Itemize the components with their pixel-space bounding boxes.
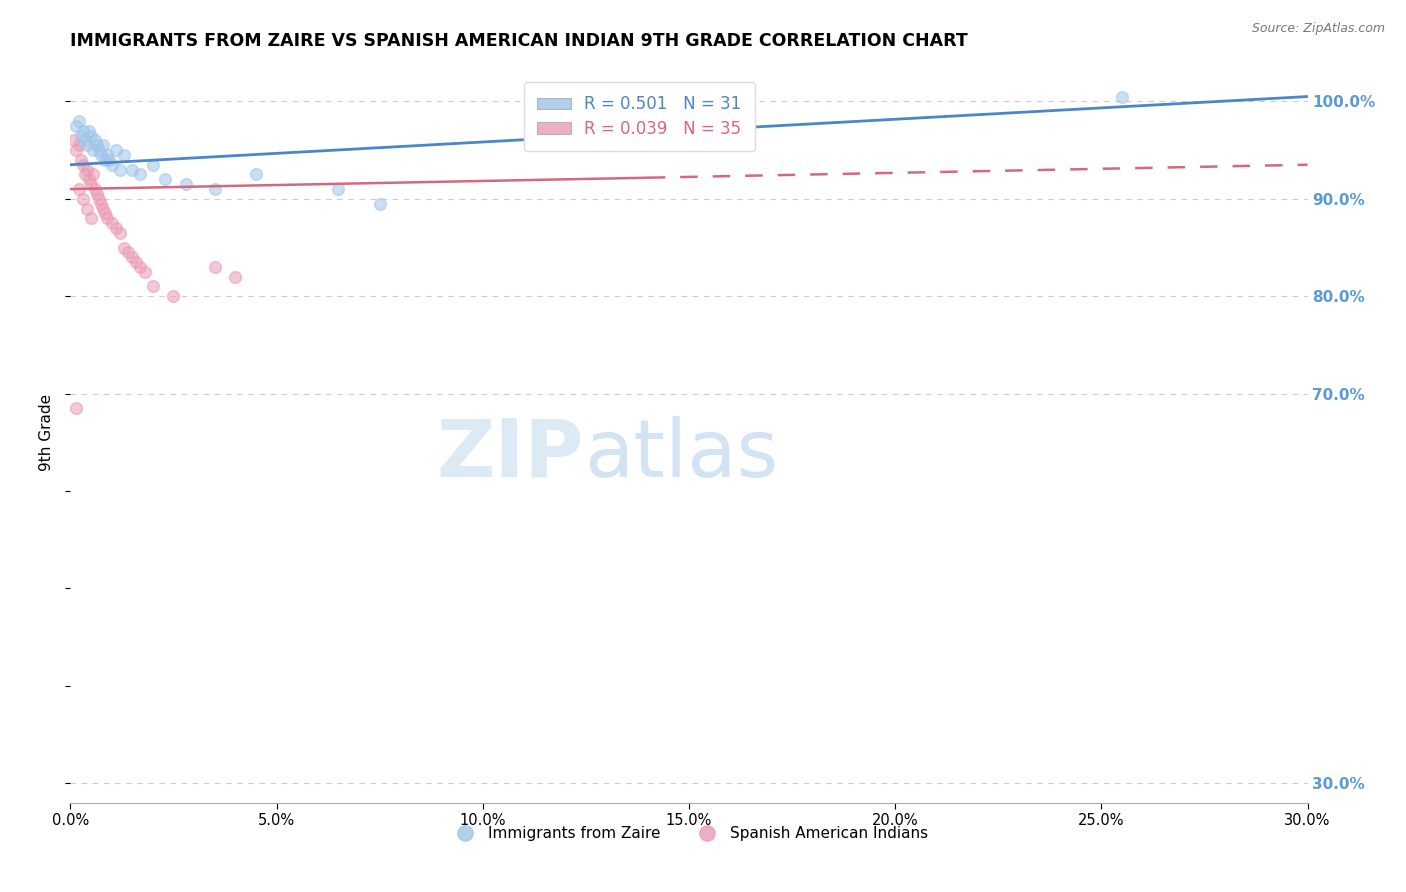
Point — [72, 158, 94, 172]
Legend: Immigrants from Zaire, Spanish American Indians: Immigrants from Zaire, Spanish American … — [444, 820, 934, 847]
Point — [96, 148, 118, 162]
Point — [67, 114, 90, 128]
Point — [77, 172, 100, 186]
Point — [86, 186, 108, 201]
Text: atlas: atlas — [583, 416, 778, 494]
Point — [94, 153, 117, 167]
Point — [129, 168, 152, 182]
Point — [368, 196, 391, 211]
Point — [86, 138, 108, 153]
Text: ZIP: ZIP — [436, 416, 583, 494]
Point — [91, 202, 114, 216]
Point — [1111, 89, 1133, 103]
Point — [65, 143, 87, 157]
Point — [76, 202, 98, 216]
Point — [121, 250, 143, 264]
Point — [80, 178, 103, 192]
Point — [91, 138, 114, 153]
Text: IMMIGRANTS FROM ZAIRE VS SPANISH AMERICAN INDIAN 9TH GRADE CORRELATION CHART: IMMIGRANTS FROM ZAIRE VS SPANISH AMERICA… — [70, 32, 969, 50]
Point — [142, 279, 165, 293]
Point — [89, 143, 111, 157]
Point — [67, 138, 90, 153]
Point — [162, 289, 184, 303]
Point — [142, 158, 165, 172]
Point — [90, 196, 112, 211]
Point — [69, 153, 91, 167]
Point — [121, 162, 143, 177]
Point — [153, 172, 176, 186]
Point — [134, 265, 156, 279]
Point — [89, 192, 111, 206]
Point — [73, 168, 96, 182]
Point — [80, 128, 103, 143]
Point — [80, 211, 103, 226]
Text: Source: ZipAtlas.com: Source: ZipAtlas.com — [1251, 22, 1385, 36]
Point — [63, 133, 86, 147]
Point — [90, 148, 112, 162]
Point — [76, 138, 98, 153]
Point — [204, 260, 226, 274]
Point — [94, 206, 117, 220]
Point — [84, 182, 107, 196]
Point — [65, 119, 87, 133]
Y-axis label: 9th Grade: 9th Grade — [39, 394, 55, 471]
Point — [69, 128, 91, 143]
Point — [245, 168, 267, 182]
Point — [108, 226, 131, 240]
Point — [65, 401, 87, 416]
Point — [72, 123, 94, 137]
Point — [76, 162, 98, 177]
Point — [67, 182, 90, 196]
Point — [104, 221, 127, 235]
Point — [104, 143, 127, 157]
Point — [77, 123, 100, 137]
Point — [72, 192, 94, 206]
Point — [328, 182, 350, 196]
Point — [117, 245, 139, 260]
Point — [204, 182, 226, 196]
Point — [96, 211, 118, 226]
Point — [84, 133, 107, 147]
Point — [108, 162, 131, 177]
Point — [100, 158, 122, 172]
Point — [98, 153, 121, 167]
Point — [112, 148, 135, 162]
Point — [73, 133, 96, 147]
Point — [125, 255, 148, 269]
Point — [82, 168, 104, 182]
Point — [100, 216, 122, 230]
Point — [174, 178, 197, 192]
Point — [224, 269, 246, 284]
Point — [129, 260, 152, 274]
Point — [112, 240, 135, 255]
Point — [82, 143, 104, 157]
